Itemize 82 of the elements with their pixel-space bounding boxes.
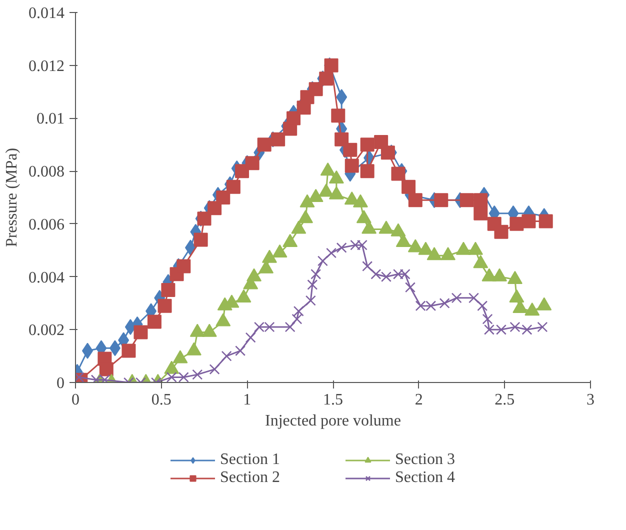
x-tick-label: 0.5 bbox=[151, 392, 172, 408]
point bbox=[122, 344, 136, 358]
point bbox=[307, 279, 318, 290]
point bbox=[310, 268, 322, 280]
point bbox=[474, 206, 488, 220]
x-axis-title: Injected pore volume bbox=[265, 412, 401, 430]
point bbox=[286, 111, 301, 126]
point bbox=[538, 214, 553, 228]
point bbox=[402, 180, 416, 194]
point bbox=[192, 369, 203, 380]
point bbox=[482, 314, 493, 324]
point bbox=[522, 324, 532, 335]
point bbox=[408, 193, 422, 208]
point bbox=[362, 260, 373, 272]
point bbox=[331, 108, 346, 123]
x-tick-label: 0 bbox=[72, 392, 80, 408]
point bbox=[226, 180, 240, 194]
point bbox=[391, 166, 406, 181]
point bbox=[537, 322, 548, 332]
point bbox=[197, 212, 212, 226]
point bbox=[494, 224, 508, 239]
point bbox=[474, 193, 488, 208]
legend-label: Section 1 bbox=[220, 451, 281, 469]
point bbox=[194, 232, 208, 247]
point bbox=[147, 314, 162, 329]
point bbox=[221, 350, 232, 362]
point bbox=[245, 156, 260, 170]
point bbox=[360, 138, 374, 152]
point bbox=[99, 362, 114, 376]
point bbox=[439, 298, 450, 308]
point bbox=[292, 314, 302, 324]
point bbox=[134, 325, 148, 340]
point bbox=[343, 142, 358, 157]
point bbox=[208, 201, 222, 216]
point bbox=[216, 190, 230, 204]
y-tick-label: 0.006 bbox=[28, 216, 64, 234]
y-tick-label: 0.002 bbox=[28, 322, 64, 340]
point bbox=[460, 193, 474, 208]
legend-label: Section 3 bbox=[395, 451, 456, 469]
point bbox=[158, 298, 172, 313]
legend-label: Section 4 bbox=[395, 469, 456, 487]
legend-label: Section 2 bbox=[220, 469, 281, 487]
point bbox=[324, 58, 338, 72]
point bbox=[360, 164, 374, 178]
point bbox=[209, 364, 220, 375]
point bbox=[245, 332, 256, 343]
point bbox=[308, 82, 323, 96]
point bbox=[161, 283, 176, 297]
point bbox=[176, 259, 191, 274]
x-tick-label: 1.5 bbox=[323, 392, 343, 408]
point bbox=[319, 72, 334, 86]
point bbox=[326, 248, 337, 258]
point bbox=[477, 300, 488, 312]
point bbox=[284, 322, 296, 332]
point bbox=[257, 138, 272, 152]
point bbox=[405, 282, 416, 293]
y-tick-label: 0.014 bbox=[28, 5, 64, 22]
point bbox=[380, 146, 395, 160]
x-tick-label: 2 bbox=[414, 392, 423, 408]
x-tick-label: 2.5 bbox=[494, 392, 515, 408]
y-tick-label: 0 bbox=[56, 375, 64, 392]
point bbox=[334, 132, 349, 146]
x-tick-label: 1 bbox=[243, 392, 252, 408]
point bbox=[293, 306, 304, 316]
point bbox=[510, 322, 520, 332]
y-tick-label: 0.01 bbox=[36, 110, 64, 128]
point bbox=[317, 256, 328, 266]
point bbox=[451, 292, 462, 304]
point bbox=[468, 292, 480, 304]
y-tick-label: 0.012 bbox=[28, 58, 64, 75]
y-tick-label: 0.004 bbox=[28, 269, 64, 286]
point bbox=[271, 132, 286, 146]
point bbox=[305, 295, 316, 306]
x-tick-label: 3 bbox=[586, 392, 594, 408]
point bbox=[344, 158, 359, 173]
y-axis-title: Pressure (MPa) bbox=[4, 148, 20, 248]
point bbox=[522, 214, 536, 228]
point bbox=[434, 193, 448, 208]
point bbox=[336, 242, 347, 253]
point bbox=[235, 164, 250, 178]
y-tick-label: 0.008 bbox=[28, 164, 64, 181]
point bbox=[235, 346, 246, 356]
